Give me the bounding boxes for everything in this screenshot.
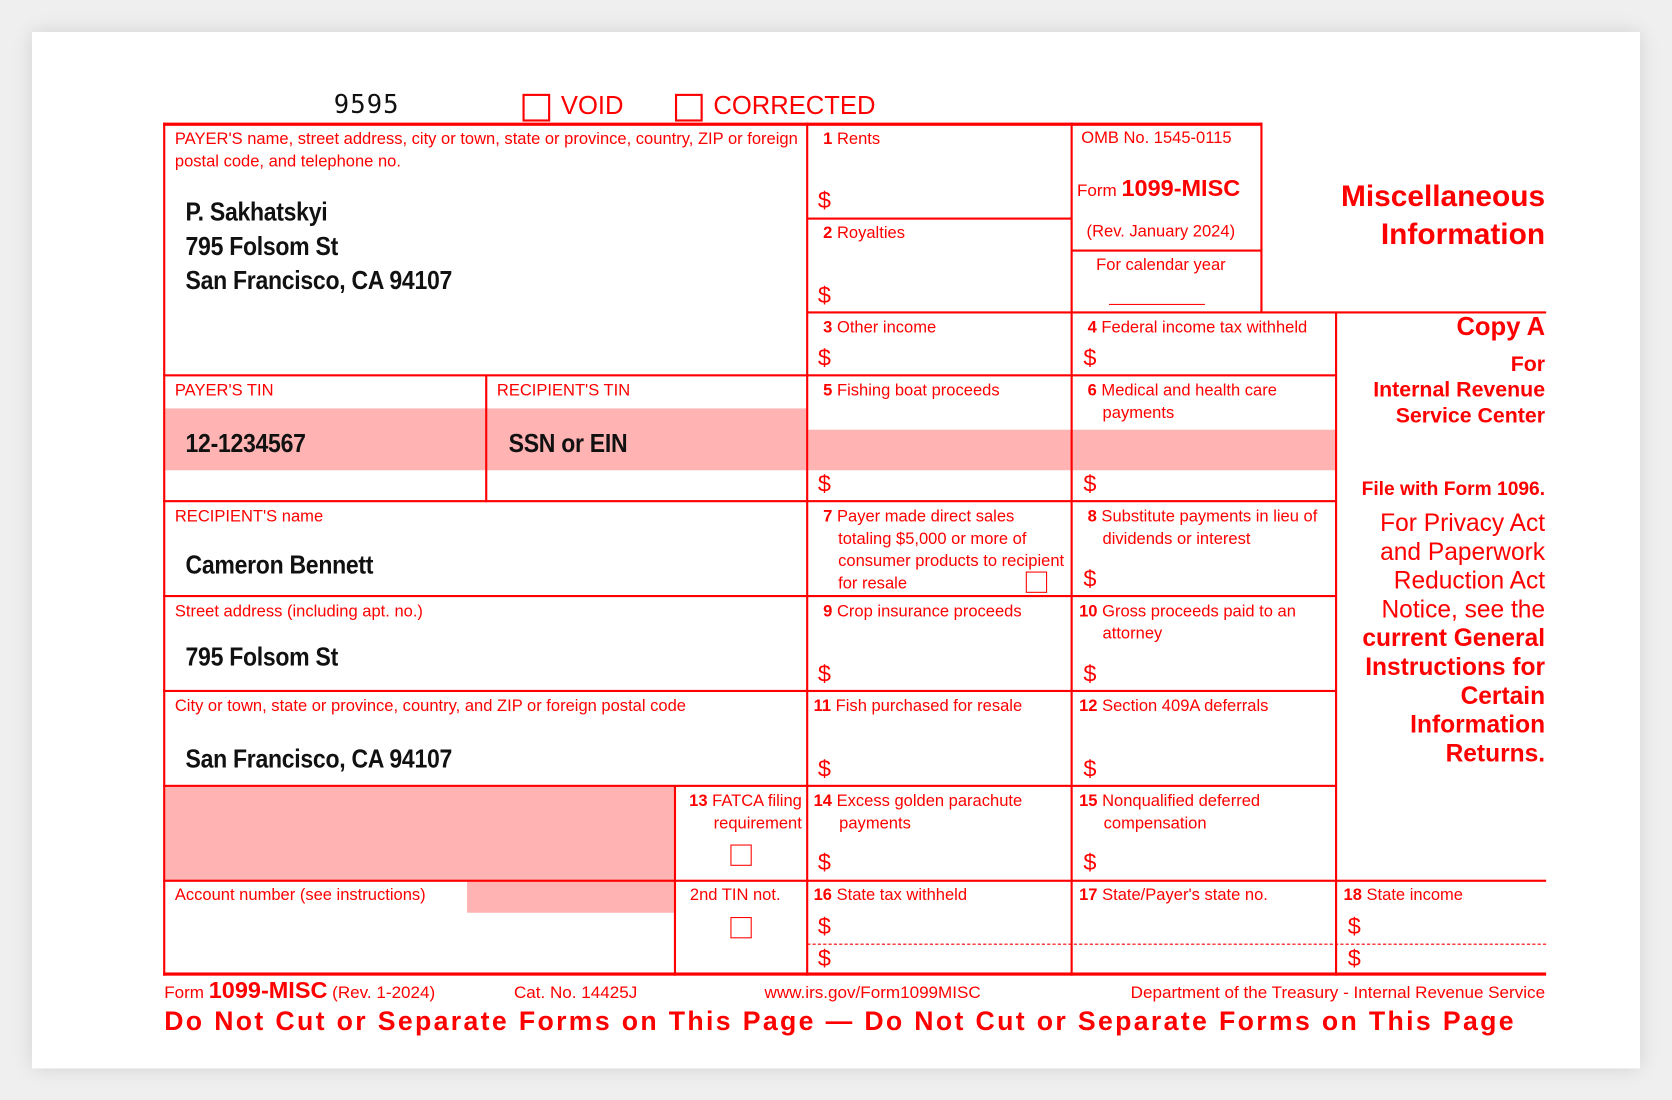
corrected-label: CORRECTED (713, 91, 876, 121)
blank-shade (165, 786, 674, 881)
recipient-street[interactable]: 795 Folsom St (185, 642, 339, 672)
box3-label: 3 Other income (823, 318, 937, 337)
dashed-line (807, 943, 1547, 945)
grid-line (1071, 249, 1262, 252)
second-tin-label: 2nd TIN not. (689, 886, 781, 905)
box5-dollar: $ (817, 470, 831, 497)
grid-line (807, 311, 1547, 314)
grid-line (163, 374, 1337, 377)
payer-tin[interactable]: 12-1234567 (185, 429, 306, 459)
recipient-city-label: City or town, state or province, country… (174, 697, 686, 716)
box4-label: 4 Federal income tax withheld (1087, 318, 1308, 337)
form-code: 9595 (333, 89, 400, 120)
year-underline (1108, 303, 1205, 305)
box11-label: 11 Fish purchased for resale (813, 697, 1023, 716)
box6-label: 6 Medical and health care payments (1087, 381, 1277, 423)
box12-label: 12 Section 409A deferrals (1079, 697, 1269, 716)
second-tin-checkbox[interactable] (730, 917, 752, 939)
box14-dollar: $ (817, 848, 831, 876)
calendar-year-label: For calendar year (1096, 255, 1226, 275)
void-checkbox[interactable] (522, 93, 551, 122)
payer-street: 795 Folsom St (185, 232, 339, 262)
box4-dollar: $ (1083, 344, 1097, 372)
box9-dollar: $ (817, 660, 831, 687)
box3-dollar: $ (817, 344, 831, 372)
grid-line (806, 122, 809, 976)
copy-for: For Internal Revenue Service Center (1373, 352, 1546, 428)
grid-line (163, 689, 1337, 693)
account-label: Account number (see instructions) (174, 886, 426, 905)
omb-form-title: Form 1099-MISC (1076, 174, 1241, 202)
grid-line (1070, 122, 1073, 976)
box14-label: 14 Excess golden parachute payments (813, 792, 1023, 833)
box2-label: 2 Royalties (823, 223, 905, 243)
box10-label: 10 Gross proceeds paid to an attorney (1079, 602, 1296, 643)
box10-dollar: $ (1083, 660, 1097, 687)
copy-a: Copy A (1456, 312, 1546, 342)
footer-form: Form 1099-MISC (Rev. 1-2024) (164, 976, 436, 1004)
box9-label: 9 Crop insurance proceeds (823, 602, 1022, 621)
department: Department of the Treasury - Internal Re… (1130, 984, 1546, 1003)
void-label: VOID (560, 91, 624, 121)
form-title: Miscellaneous Information (1340, 179, 1546, 251)
box16-label: 16 State tax withheld (813, 886, 968, 905)
privacy-notice: For Privacy Act and Paperwork Reduction … (1362, 508, 1546, 767)
payer-city: San Francisco, CA 94107 (185, 266, 453, 296)
box13-label: 13 FATCA filing requirement (689, 792, 802, 833)
box12-dollar: $ (1083, 754, 1097, 782)
recipient-city[interactable]: San Francisco, CA 94107 (185, 745, 453, 775)
irs-url[interactable]: www.irs.gov/Form1099MISC (764, 984, 981, 1003)
grid-line (163, 122, 1263, 126)
box11-dollar: $ (817, 754, 831, 782)
account-shade (467, 881, 674, 913)
box18-dollar: $ (1347, 912, 1361, 940)
box17-label: 17 State/Payer's state no. (1079, 886, 1268, 905)
catalog-number: Cat. No. 14425J (513, 984, 638, 1003)
payer-tin-label: PAYER'S TIN (174, 381, 274, 400)
box18-dollar: $ (1347, 944, 1361, 972)
omb-revision: (Rev. January 2024) (1086, 222, 1236, 241)
recipient-tin[interactable]: SSN or EIN (508, 429, 628, 459)
box16-dollar: $ (817, 944, 831, 972)
box1-dollar: $ (817, 186, 831, 214)
box15-label: 15 Nonqualified deferred compensation (1079, 792, 1261, 833)
form-page (31, 31, 1640, 1069)
grid-line (163, 784, 1337, 787)
payer-name: P. Sakhatskyi (185, 198, 328, 228)
recipient-tin-label: RECIPIENT'S TIN (496, 381, 631, 400)
box7-checkbox[interactable] (1025, 571, 1048, 593)
file-with: File with Form 1096. (1361, 477, 1546, 500)
fatca-checkbox[interactable] (730, 844, 752, 866)
recipient-name-label: RECIPIENT'S name (174, 507, 324, 526)
grid-line (1335, 312, 1338, 976)
box18-label: 18 State income (1343, 886, 1463, 905)
recipient-street-label: Street address (including apt. no.) (174, 602, 423, 621)
grid-line (163, 500, 1337, 503)
grid-line (163, 972, 1547, 976)
box2-dollar: $ (817, 281, 831, 309)
grid-line (163, 879, 1547, 882)
recipient-name[interactable]: Cameron Bennett (185, 551, 374, 581)
box6-dollar: $ (1083, 470, 1097, 497)
corrected-checkbox[interactable] (674, 93, 703, 122)
do-not-cut-warning: Do Not Cut or Separate Forms on This Pag… (164, 1006, 1516, 1037)
box7-label: 7 Payer made direct sales totaling $5,00… (823, 507, 1065, 593)
payer-label: PAYER'S name, street address, city or to… (174, 130, 798, 171)
box16-dollar: $ (817, 912, 831, 940)
grid-line (807, 217, 1072, 220)
box1-label: 1 Rents (823, 130, 881, 149)
grid-line (1260, 122, 1263, 314)
box8-dollar: $ (1083, 565, 1097, 592)
grid-line (163, 594, 1337, 598)
omb-number: OMB No. 1545-0115 (1081, 129, 1232, 148)
grid-line (163, 122, 166, 976)
box15-dollar: $ (1083, 848, 1097, 876)
grid-line (485, 375, 488, 503)
box8-label: 8 Substitute payments in lieu of dividen… (1087, 507, 1318, 549)
box5-label: 5 Fishing boat proceeds (823, 381, 1000, 400)
